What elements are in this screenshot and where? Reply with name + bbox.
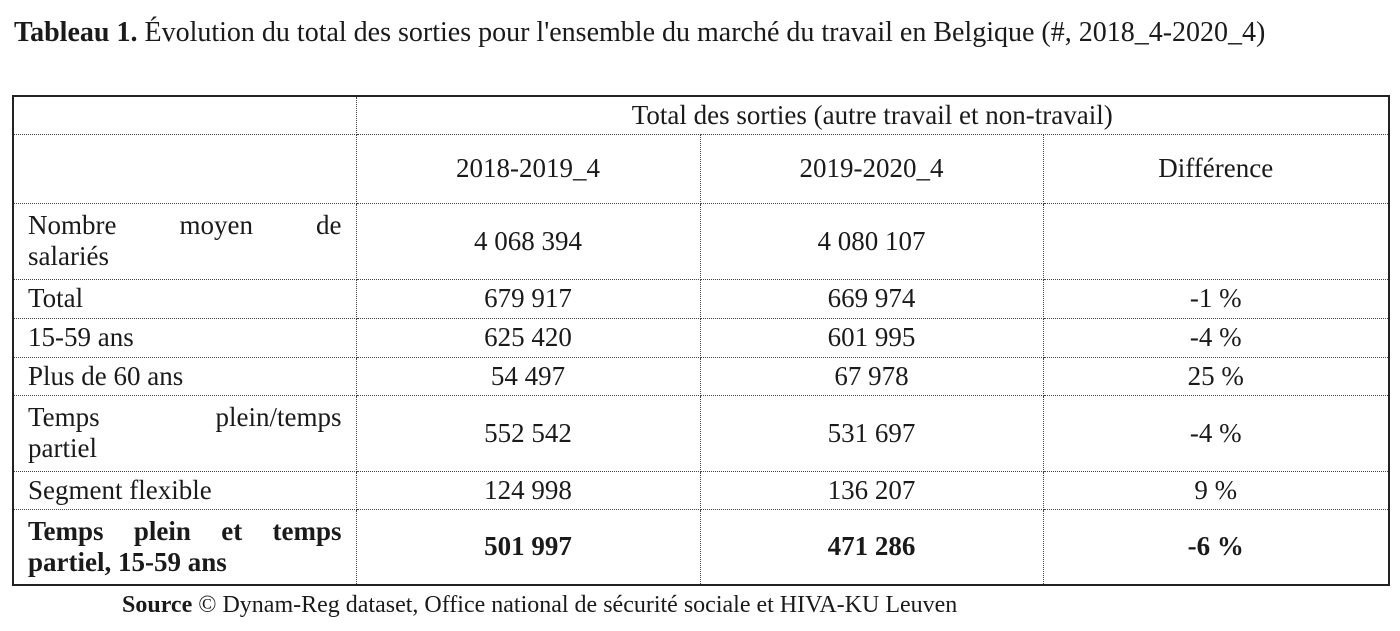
cell-value: 4 080 107 [699,202,1044,280]
source-note: Source © Dynam-Reg dataset, Office natio… [122,590,957,620]
cell-value: 67 978 [699,356,1044,396]
cell-value: 9 % [1042,470,1391,510]
table-number: Tableau 1. [14,17,138,48]
cell-value: 669 974 [699,278,1044,319]
row-label-line: Nombre moyen de [28,210,342,240]
column-header-row: 2018-2019_4 2019-2020_4 Différence [12,133,1391,204]
column-header: Différence [1042,133,1391,204]
table-row: Nombre moyen de salariés 4 068 394 4 080… [12,202,1391,280]
cell-value: 136 207 [699,470,1044,510]
table-row: Plus de 60 ans 54 497 67 978 25 % [12,356,1391,396]
table-caption: Évolution du total des sorties pour l'en… [144,17,1266,48]
row-label-line: Temps plein et temps [28,515,342,546]
cell-value: 552 542 [355,394,701,472]
cell-value: 54 497 [355,356,701,396]
cell-value: -6 % [1042,508,1391,586]
row-label-line: partiel [28,433,97,463]
cell-value: 531 697 [699,394,1044,472]
cell-value: 625 420 [355,317,701,358]
cell-value: 679 917 [355,278,701,319]
column-header: 2019-2020_4 [699,133,1044,204]
cell-value: 601 995 [699,317,1044,358]
cell-value: 124 998 [355,470,701,510]
cell-value [1042,202,1391,280]
source-text: © Dynam-Reg dataset, Office national de … [198,592,958,618]
row-label: Temps plein/temps partiel [12,394,357,472]
cell-value: 501 997 [355,508,701,586]
group-header-row: Total des sorties (autre travail et non-… [12,95,1391,135]
table-row-total: Temps plein et temps partiel, 15-59 ans … [12,508,1391,586]
cell-value: 4 068 394 [355,202,701,280]
row-label: Nombre moyen de salariés [12,202,357,280]
table-row: Segment flexible 124 998 136 207 9 % [12,470,1391,510]
column-header: 2018-2019_4 [355,133,701,204]
row-label: Total [12,278,357,319]
row-label-line: partiel, 15-59 ans [28,546,227,577]
row-label: Temps plein et temps partiel, 15-59 ans [12,508,357,586]
row-label-line: salariés [28,241,109,271]
row-label: Plus de 60 ans [12,356,357,396]
cell-value: -1 % [1042,278,1391,319]
cell-value: 25 % [1042,356,1391,396]
cell-value: -4 % [1042,394,1391,472]
table-row: 15-59 ans 625 420 601 995 -4 % [12,317,1391,358]
empty-corner-cell [12,95,357,135]
data-table: Total des sorties (autre travail et non-… [12,95,1391,586]
empty-header-cell [12,133,357,204]
table-row: Total 679 917 669 974 -1 % [12,278,1391,319]
row-label: 15-59 ans [12,317,357,358]
cell-value: 471 286 [699,508,1044,586]
row-label-line: Temps plein/temps [28,402,342,432]
row-label: Segment flexible [12,470,357,510]
table-row: Temps plein/temps partiel 552 542 531 69… [12,394,1391,472]
table-title: Tableau 1. Évolution du total des sortie… [14,14,1394,52]
source-label: Source [122,592,193,618]
group-header: Total des sorties (autre travail et non-… [355,95,1391,135]
cell-value: -4 % [1042,317,1391,358]
